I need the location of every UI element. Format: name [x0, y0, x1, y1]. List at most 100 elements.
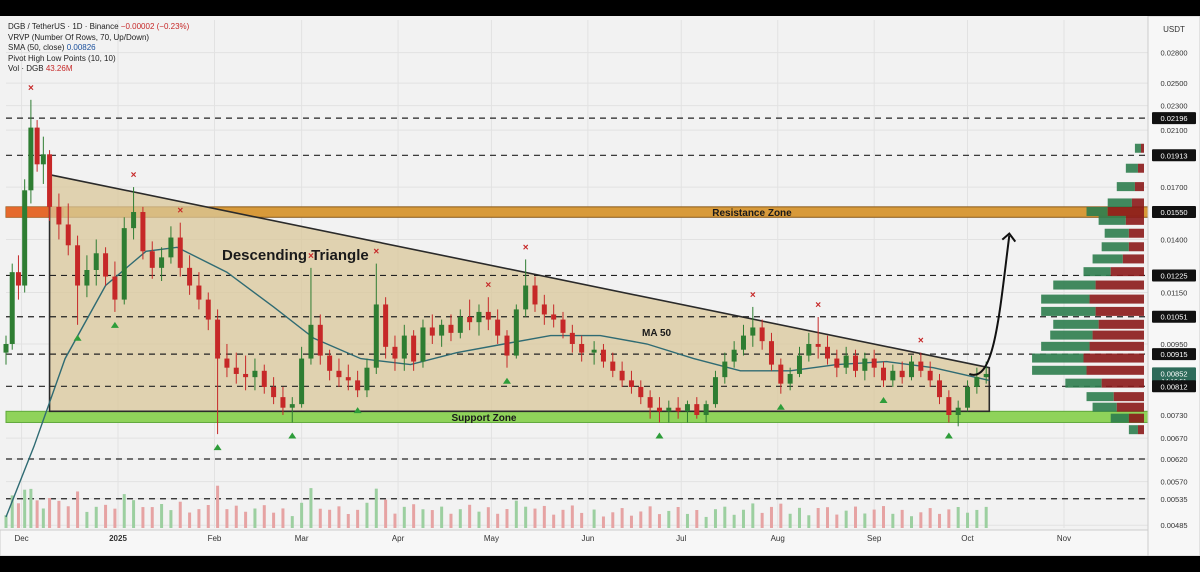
volume-bar [244, 511, 248, 528]
volume-bar [262, 505, 266, 528]
x-tick-label: Sep [867, 534, 882, 543]
candle-body [983, 373, 989, 378]
time-axis [0, 529, 1149, 556]
volume-bar [132, 500, 136, 528]
volume-bar [919, 512, 923, 528]
volume-bar [41, 508, 45, 528]
candle-body [523, 285, 529, 310]
candle-body [694, 404, 700, 415]
volume-profile-down-bar [1131, 198, 1144, 208]
candle-body [485, 311, 491, 320]
volume-profile-up-bar [1104, 228, 1129, 238]
candle-body [569, 332, 575, 344]
level-label-box [1152, 348, 1196, 361]
candle-body [65, 224, 71, 246]
volume-bar [141, 507, 145, 528]
volume-bar [542, 505, 546, 528]
volume-bar [430, 510, 434, 528]
candle-body [974, 377, 980, 387]
volume-bar [402, 506, 406, 528]
volume-bar [657, 514, 661, 528]
candle-body [392, 346, 398, 359]
volume-bar [732, 514, 736, 528]
candle-body [252, 370, 258, 378]
y-tick-label: 0.01150 [1161, 288, 1188, 297]
y-tick-label: 0.02300 [1160, 102, 1187, 111]
volume-bar [966, 512, 970, 528]
level-label: 0.01913 [1160, 151, 1187, 160]
level-label-box [1152, 380, 1196, 393]
candle-body [243, 373, 249, 378]
volume-bar [57, 500, 61, 528]
volume-bar [639, 511, 643, 528]
candle-body [299, 358, 305, 405]
candle-body [40, 154, 46, 165]
candle-body [937, 380, 943, 398]
volume-bar [160, 504, 164, 528]
candle-body [476, 311, 482, 323]
volume-bar [505, 509, 509, 528]
volume-bar [309, 488, 313, 528]
candle-body [560, 319, 566, 333]
pivot-low-marker [353, 407, 362, 414]
candle-body [429, 327, 435, 336]
volume-profile-up-bar [1116, 182, 1135, 192]
volume-profile-down-bar [1095, 280, 1144, 290]
volume-bar [975, 509, 979, 528]
pivot-low-marker [288, 432, 297, 439]
volume-bar [337, 506, 341, 528]
candle-body [834, 358, 840, 368]
volume-bar [938, 513, 942, 528]
candle-body [56, 206, 62, 225]
candle-body [513, 309, 519, 356]
candle-body [495, 319, 501, 336]
volume-bar [496, 513, 500, 528]
volume-bar [723, 506, 727, 528]
volume-profile-up-bar [1041, 341, 1090, 351]
volume-bar [468, 504, 472, 528]
volume-profile-down-bar [1089, 294, 1144, 304]
volume-bar [863, 513, 867, 528]
candle-body [722, 361, 728, 378]
volume-profile-up-bar [1110, 413, 1129, 423]
volume-bar [486, 507, 490, 528]
pivot-low-marker [73, 334, 82, 341]
candle-body [93, 253, 99, 270]
volume-profile-down-bar [1128, 228, 1144, 238]
level-label-box [1152, 269, 1196, 282]
y-tick-label: 0.00950 [1160, 340, 1187, 349]
legend-pivots: Pivot High Low Points (10, 10) [8, 53, 116, 63]
volume-bar [751, 503, 755, 528]
volume-bar [695, 510, 699, 528]
candle-body [955, 407, 961, 415]
volume-profile-up-bar [1134, 143, 1141, 153]
volume-profile-down-bar [1137, 163, 1144, 173]
candle-body [420, 327, 426, 362]
volume-bar [421, 509, 425, 528]
legend-volume-label: Vol · DGB [8, 64, 44, 73]
volume-profile-up-bar [1053, 280, 1096, 290]
level-label: 0.01225 [1160, 271, 1187, 280]
volume-bar [779, 503, 783, 528]
price-chart[interactable]: × × × × × × × × × × Resistance Zone Support Zone Des… [0, 16, 1200, 556]
volume-bar [685, 513, 689, 528]
legend-volume-line: Vol · DGB 43.26M [8, 64, 189, 75]
candle-body [862, 358, 868, 371]
y-tick-label: 0.00535 [1160, 495, 1187, 504]
volume-profile-down-bar [1134, 182, 1144, 192]
volume-bar [346, 514, 350, 528]
candle-body [215, 319, 221, 359]
level-label: 0.01550 [1160, 208, 1187, 217]
volume-profile-up-bar [1065, 378, 1102, 388]
support-zone-label: Support Zone [452, 413, 517, 424]
level-label: 0.00915 [1160, 350, 1187, 359]
pivot-high-marker: × [131, 170, 137, 181]
volume-bar [318, 508, 322, 528]
volume-profile-up-bar [1128, 425, 1138, 435]
volume-bar [412, 504, 416, 528]
volume-bar [667, 510, 671, 528]
volume-bar [620, 508, 624, 528]
volume-bar [835, 514, 839, 528]
level-label-box [1152, 206, 1196, 219]
candle-body [675, 407, 681, 412]
